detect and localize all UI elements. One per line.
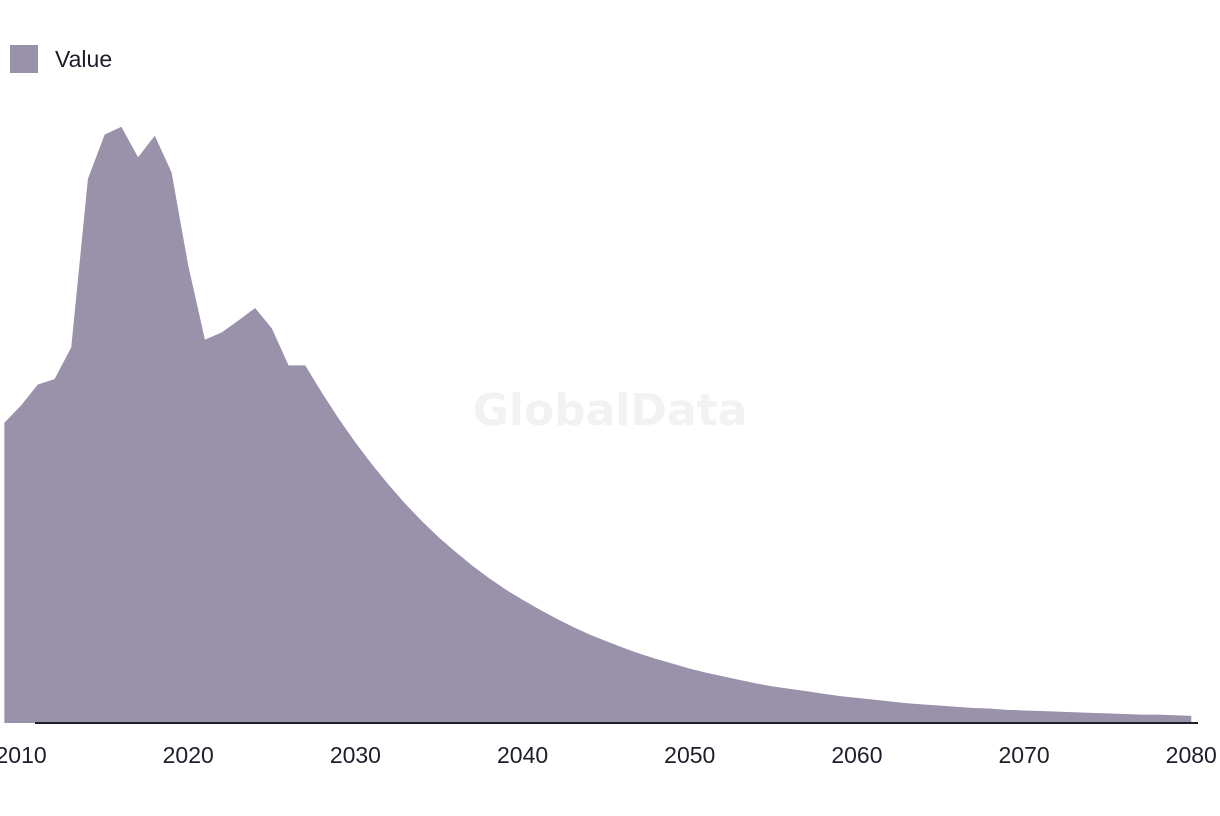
data-point [604,639,608,643]
data-point [872,698,876,702]
data-point [704,671,708,675]
data-point [170,170,174,174]
data-point [1139,713,1143,717]
data-point [1189,714,1193,718]
data-point [370,463,374,467]
data-point [972,706,976,710]
data-point [337,417,341,421]
series-area-0 [4,126,1192,724]
data-point [888,699,892,703]
data-point [454,550,458,554]
data-point [939,704,943,708]
data-point [838,694,842,698]
x-tick-label: 2050 [664,742,715,768]
data-point [86,177,90,181]
x-tick-label: 2060 [831,742,882,768]
data-point [220,331,224,335]
series-layer [2,125,1193,724]
data-point [738,678,742,682]
data-point [69,345,73,349]
data-point [203,338,207,342]
data-point [1106,711,1110,715]
data-point [404,502,408,506]
x-axis-ticks: 2010 2020 2030 2040 2050 2060 2070 2080 [0,742,1217,768]
data-point [537,607,541,611]
x-tick-label: 2030 [330,742,381,768]
data-point [420,519,424,523]
data-point [437,536,441,540]
data-point [922,702,926,706]
data-point [136,155,140,159]
data-point [1072,710,1076,714]
data-point [989,707,993,711]
data-point [805,689,809,693]
data-point [1039,709,1043,713]
data-point [119,125,123,129]
watermark-logo: GlobalData [473,385,748,436]
data-point [1005,708,1009,712]
data-point [554,616,558,620]
legend-label: Value [55,46,113,72]
x-tick-label: 2080 [1166,742,1217,768]
data-point [721,674,725,678]
data-point [1122,712,1126,716]
data-point [955,705,959,709]
data-point [771,685,775,689]
data-point [487,576,491,580]
data-point [621,646,625,650]
data-point [287,363,291,367]
data-point [153,134,157,138]
data-point [53,377,57,381]
data-point [470,564,474,568]
data-point [387,483,391,487]
x-tick-label: 2070 [999,742,1050,768]
data-point [1022,708,1026,712]
data-point [788,687,792,691]
data-point [1089,711,1093,715]
data-point [521,598,525,602]
data-point [2,421,6,425]
data-point [1173,713,1177,717]
chart-legend: Value [10,44,112,74]
data-point [905,701,909,705]
data-point [186,264,190,268]
data-point [270,326,274,330]
data-point [671,662,675,666]
data-point [1056,710,1060,714]
data-point [19,403,23,407]
data-point [821,692,825,696]
x-tick-label: 2010 [0,742,47,768]
data-point [587,633,591,637]
x-tick-label: 2020 [163,742,214,768]
data-point [103,133,107,137]
data-point [36,383,40,387]
data-point [320,391,324,395]
legend-swatch [10,45,38,73]
data-point [654,657,658,661]
data-point [504,588,508,592]
data-point [253,306,257,310]
x-tick-label: 2040 [497,742,548,768]
data-point [755,682,759,686]
data-point [855,696,859,700]
data-point [688,667,692,671]
data-point [303,363,307,367]
data-point [236,319,240,323]
data-point [1156,713,1160,717]
data-point [638,652,642,656]
data-point [571,625,575,629]
data-point [353,441,357,445]
